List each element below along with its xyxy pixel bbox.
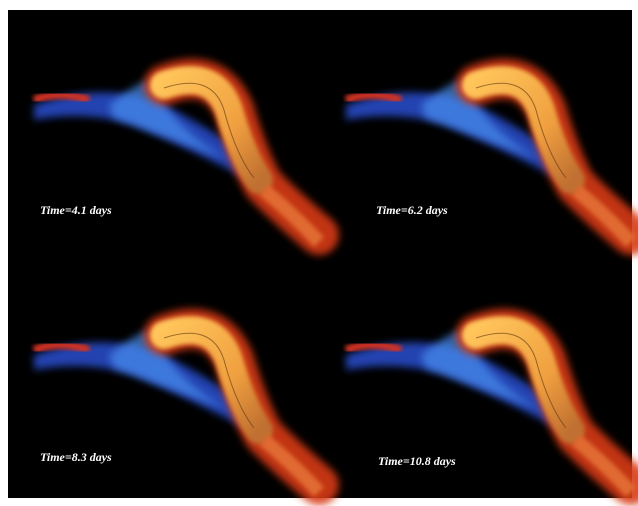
time-label: Time=6.2 days: [376, 203, 448, 217]
time-label: Time=4.1 days: [40, 203, 112, 217]
time-label: Time=10.8 days: [378, 454, 456, 468]
figure: Time=4.1 days Time=6.2 days Time=8.3 day…: [0, 0, 638, 506]
time-label: Time=8.3 days: [40, 450, 112, 464]
